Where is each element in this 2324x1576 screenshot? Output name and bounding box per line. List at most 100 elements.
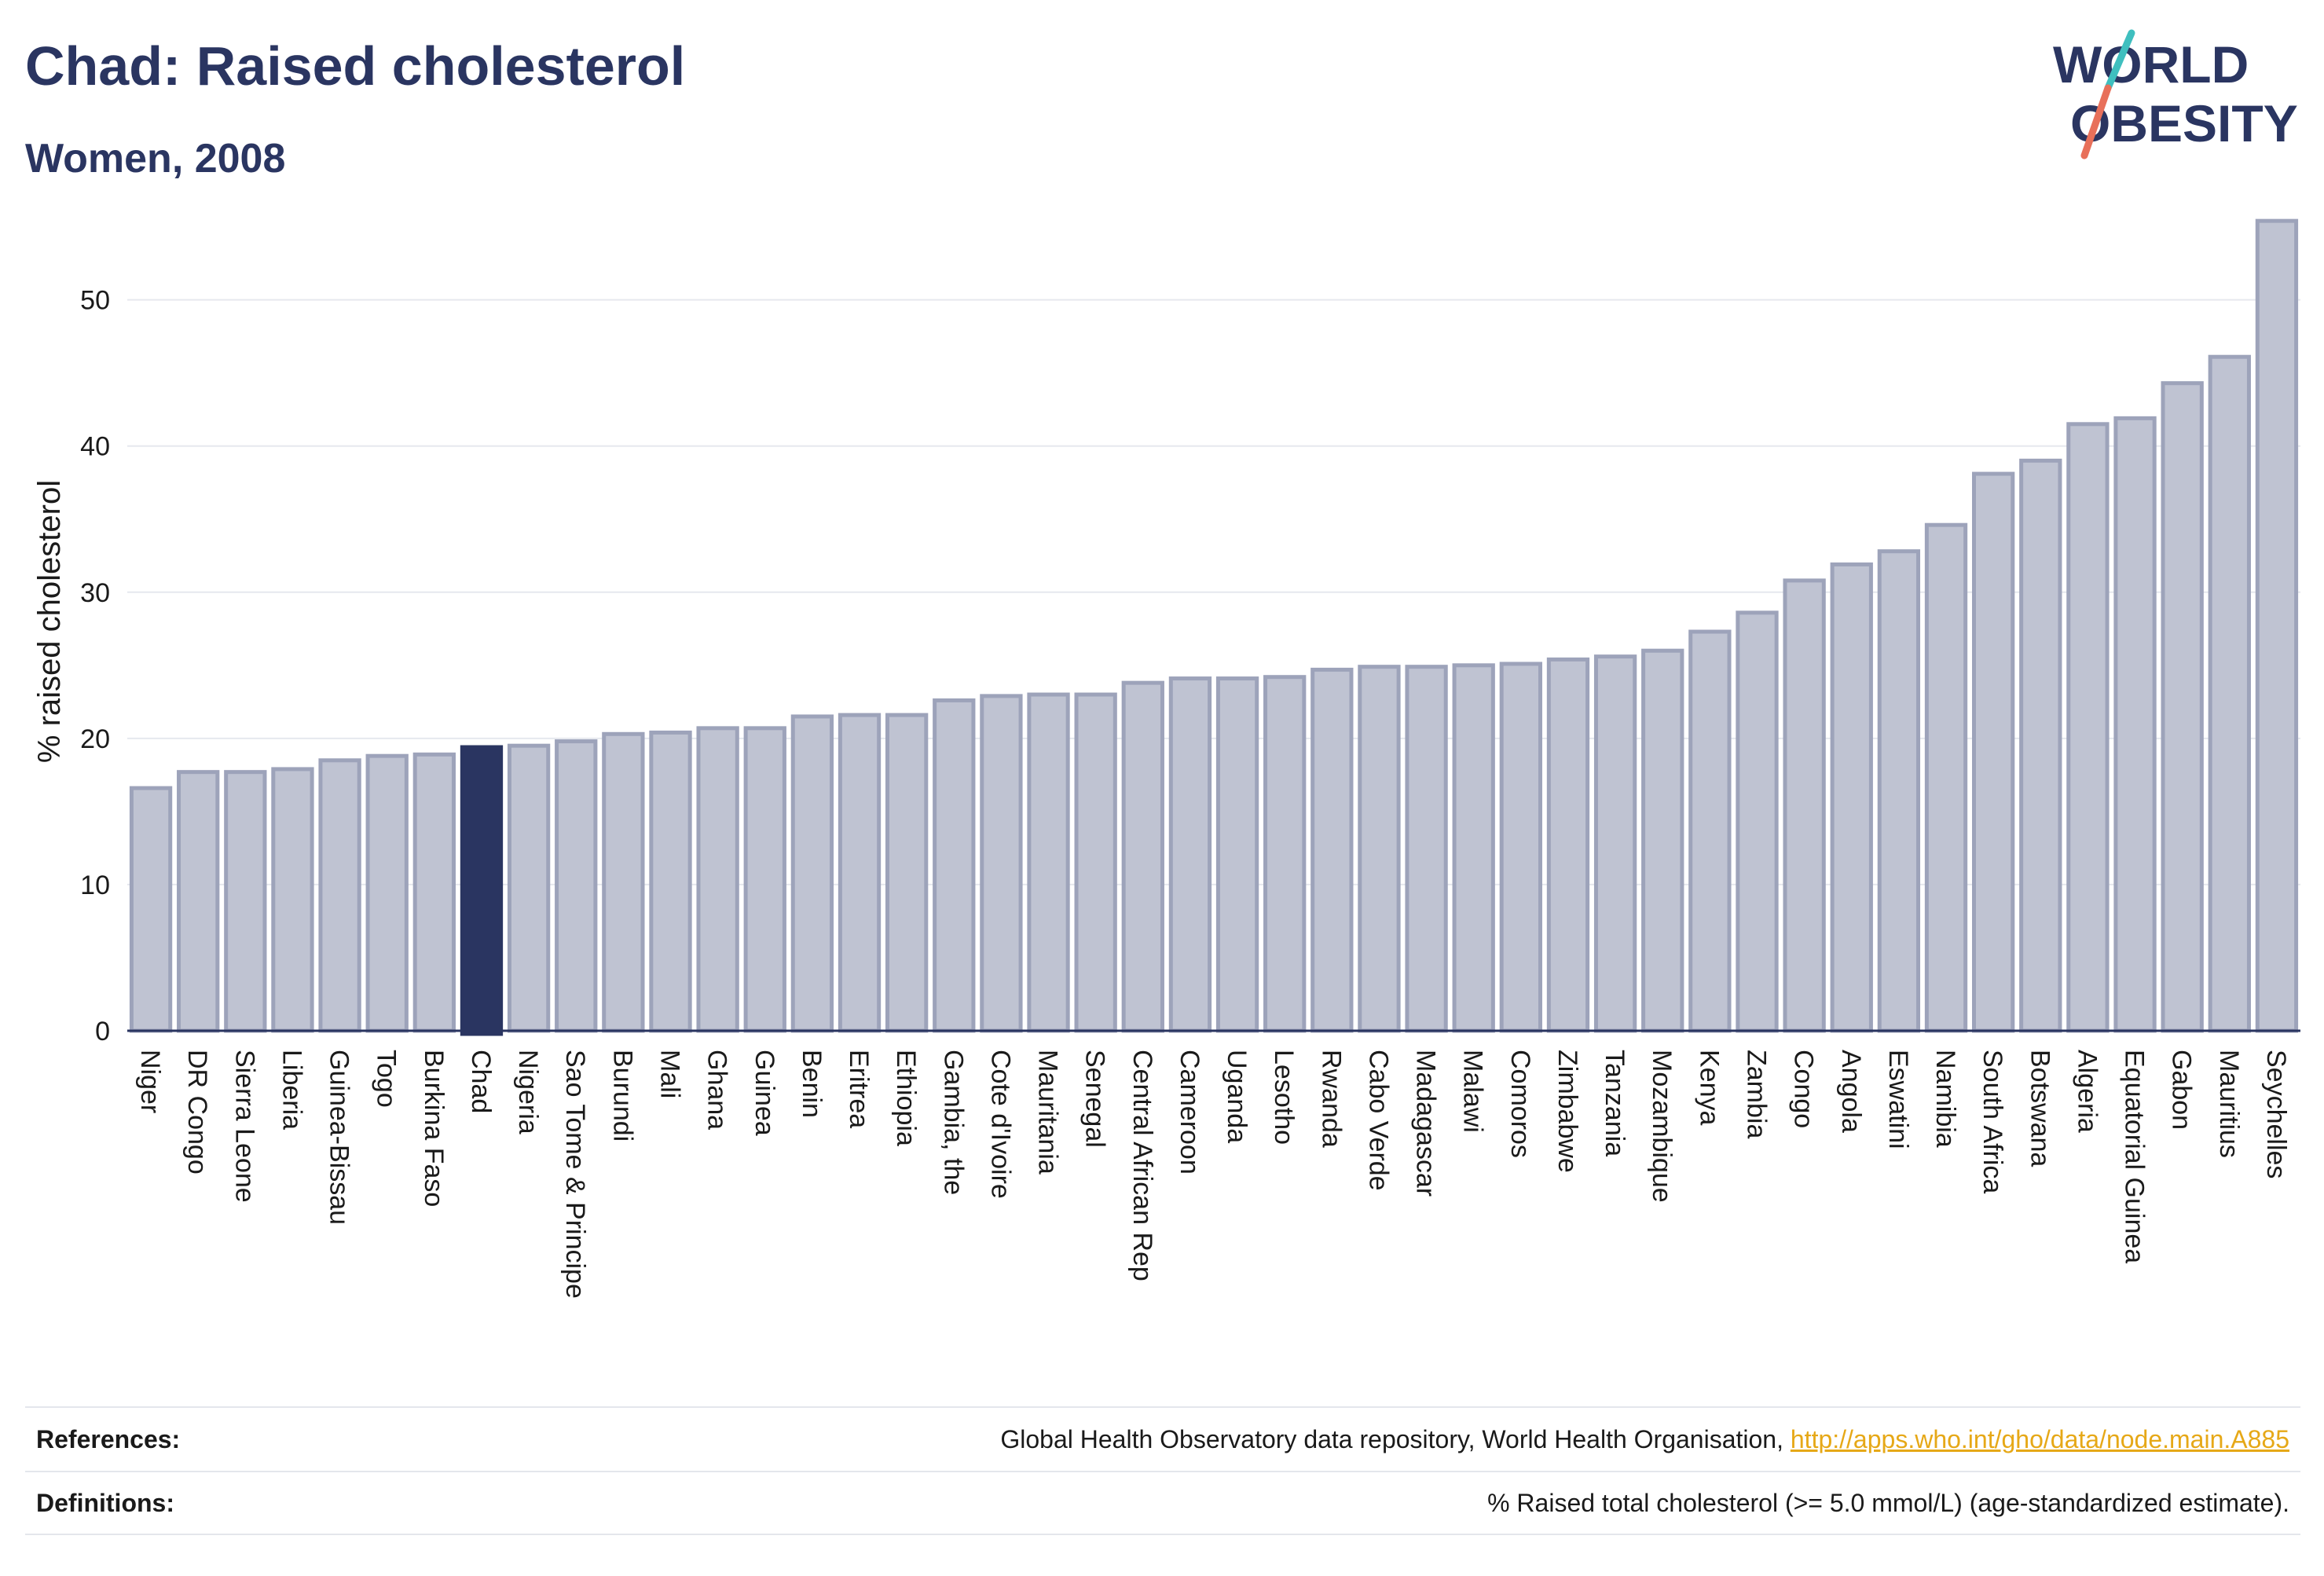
definitions-row: Definitions: % Raised total cholesterol …	[25, 1471, 2300, 1535]
bar-zambia	[1736, 610, 1779, 1033]
bar-sao-tome-principe	[555, 739, 598, 1033]
bar-sierra-leone	[224, 770, 267, 1033]
bar-tanzania	[1593, 654, 1637, 1033]
x-tick-label: Chad	[466, 1050, 496, 1113]
bar-togo	[365, 753, 409, 1033]
x-tick-label: Equatorial Guinea	[2120, 1050, 2150, 1263]
bar-eritrea	[838, 713, 882, 1033]
x-tick-label: Benin	[797, 1050, 827, 1118]
bar-rwanda	[1310, 667, 1354, 1033]
x-tick-label: Cameroon	[1175, 1050, 1204, 1175]
bar-ghana	[696, 726, 739, 1033]
bar-liberia	[271, 767, 314, 1033]
x-tick-label: Eritrea	[844, 1050, 874, 1128]
bar-uganda	[1215, 676, 1259, 1033]
bar-guinea-bissau	[318, 758, 361, 1033]
x-tick-label: Burkina Faso	[419, 1050, 449, 1207]
references-link[interactable]: http://apps.who.int/gho/data/node.main.A…	[1790, 1424, 2289, 1453]
x-tick-label: Rwanda	[1316, 1050, 1346, 1148]
x-tick-label: Kenya	[1694, 1050, 1724, 1125]
bar-south-africa	[1971, 471, 2015, 1033]
bar-nigeria	[507, 743, 551, 1033]
x-tick-label: Gabon	[2167, 1050, 2197, 1130]
x-tick-label: Congo	[1789, 1050, 1819, 1128]
x-tick-label: Mauritius	[2214, 1050, 2244, 1158]
bar-cote-d-ivoire	[980, 694, 1023, 1033]
y-tick-label: 20	[80, 724, 110, 754]
x-tick-label: Madagascar	[1411, 1050, 1441, 1197]
bar-cabo-verde	[1358, 665, 1401, 1033]
references-text: Global Health Observatory data repositor…	[1000, 1424, 1791, 1453]
bar-madagascar	[1405, 665, 1448, 1033]
x-tick-label: Comoros	[1505, 1050, 1535, 1158]
bar-mozambique	[1641, 648, 1684, 1033]
x-tick-label: Ghana	[702, 1050, 732, 1130]
x-tick-label: Zambia	[1742, 1050, 1772, 1138]
definitions-value: % Raised total cholesterol (>= 5.0 mmol/…	[1487, 1488, 2289, 1517]
bar-algeria	[2066, 422, 2110, 1033]
bar-chart: 0 10 20 30 40 50 % raised cholesterol Niger DR C…	[32, 218, 2300, 1299]
bar-central-african-rep	[1121, 680, 1164, 1033]
x-tick-label: Seychelles	[2261, 1050, 2291, 1178]
x-tick-label: Uganda	[1222, 1050, 1252, 1143]
bar-lesotho	[1263, 675, 1307, 1033]
x-tick-label: Mauritania	[1033, 1050, 1063, 1175]
bar-eswatini	[1877, 549, 1921, 1033]
logo-line-2: OBESITY	[2070, 94, 2298, 152]
bar-benin	[790, 714, 834, 1033]
references-value: Global Health Observatory data repositor…	[1000, 1425, 2289, 1454]
bar-comoros	[1499, 662, 1543, 1033]
references-row: References: Global Health Observatory da…	[25, 1406, 2300, 1471]
x-tick-label: Cote d'Ivoire	[985, 1050, 1015, 1199]
x-tick-label: Senegal	[1080, 1050, 1110, 1148]
bar-cameroon	[1168, 676, 1212, 1033]
x-tick-label: Burundi	[607, 1050, 637, 1142]
bar-zimbabwe	[1546, 657, 1590, 1033]
x-tick-label: Zimbabwe	[1552, 1050, 1582, 1173]
bar-mauritania	[1027, 692, 1070, 1033]
world-obesity-logo: WORLD OBESITY	[2047, 24, 2306, 165]
bar-guinea	[743, 726, 786, 1033]
x-tick-label: Ethiopia	[891, 1050, 921, 1146]
x-tick-label: Mali	[655, 1050, 685, 1098]
y-axis-label: % raised cholesterol	[32, 480, 67, 763]
x-tick-label: Central African Rep	[1127, 1050, 1157, 1281]
y-tick-label: 40	[80, 432, 110, 462]
x-tick-label: Niger	[135, 1050, 165, 1113]
bar-mali	[649, 730, 692, 1033]
x-tick-label: Namibia	[1930, 1050, 1960, 1148]
x-tick-label: Lesotho	[1269, 1050, 1299, 1145]
x-tick-label: Algeria	[2072, 1050, 2102, 1133]
x-tick-label: Gambia, the	[938, 1050, 968, 1195]
bar-kenya	[1688, 629, 1732, 1033]
bar-namibia	[1924, 522, 1968, 1033]
reference-table: References: Global Health Observatory da…	[25, 1406, 2300, 1535]
bar-dr-congo	[177, 770, 220, 1033]
bar-burkina-faso	[412, 752, 456, 1033]
logo-line-1: WORLD	[2053, 35, 2249, 93]
bar-gabon	[2161, 381, 2204, 1033]
chart-subtitle: Women, 2008	[25, 136, 286, 181]
references-label: References:	[36, 1424, 181, 1453]
bar-angola	[1830, 562, 1873, 1033]
x-tick-label: South Africa	[1978, 1050, 2007, 1193]
x-tick-label: Angola	[1836, 1050, 1866, 1133]
bar-burundi	[602, 731, 645, 1033]
bar-congo	[1783, 578, 1826, 1033]
x-tick-label: Malawi	[1458, 1050, 1488, 1133]
x-tick-label: DR Congo	[182, 1050, 212, 1175]
y-tick-label: 0	[95, 1017, 110, 1046]
x-tick-label: Guinea	[750, 1050, 779, 1136]
bar-malawi	[1452, 663, 1495, 1033]
x-tick-label: Botswana	[2025, 1050, 2055, 1167]
x-tick-label: Sierra Leone	[229, 1050, 259, 1203]
x-tick-label: Togo	[372, 1050, 401, 1108]
y-tick-label: 30	[80, 578, 110, 608]
x-tick-label: Liberia	[277, 1050, 306, 1130]
x-tick-label: Guinea-Bissau	[324, 1050, 354, 1225]
chart-title: Chad: Raised cholesterol	[25, 35, 686, 97]
x-tick-label: Mozambique	[1647, 1050, 1677, 1203]
bar-senegal	[1074, 692, 1117, 1033]
bar-gambia-the	[933, 698, 976, 1033]
x-tick-label: Nigeria	[513, 1050, 543, 1134]
